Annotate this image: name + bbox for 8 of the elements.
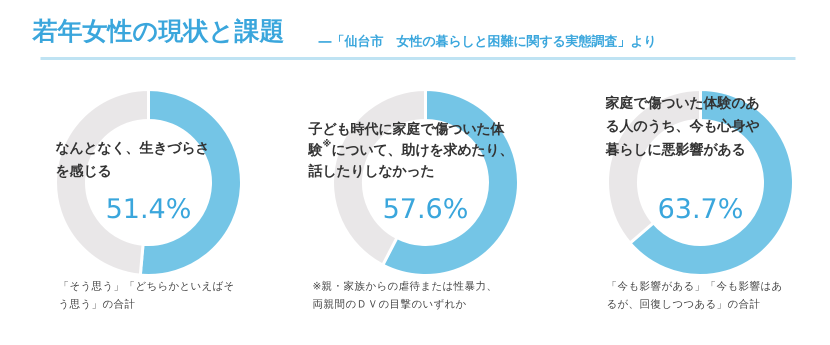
data-label: 57.6% (382, 194, 468, 225)
text: 「そう思う」「どちらかといえばそう思う」の合計 (58, 280, 234, 310)
text: ※親・家族からの虐待または性暴力、両親間のＤＶの目撃のいずれか (312, 280, 498, 310)
chart-subtitle: ―「仙台市 女性の暮らしと困難に関する実態調査」より (318, 34, 656, 50)
data-label: 51.4% (106, 194, 192, 225)
data-label: 63.7% (658, 194, 744, 225)
text: 「今も影響がある」「今も影響はあるが、回復しつつある」の合計 (606, 280, 782, 310)
chart-title: 若年女性の現状と課題 (32, 16, 284, 46)
